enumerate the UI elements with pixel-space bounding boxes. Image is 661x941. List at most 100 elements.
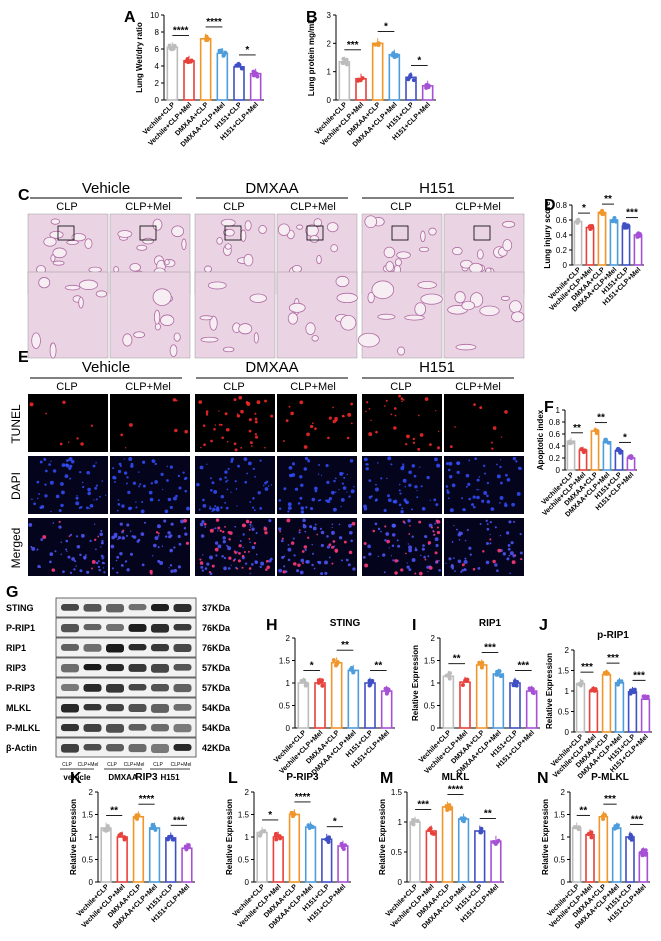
data-point — [239, 66, 244, 71]
y-tick-label: 1.5 — [238, 811, 250, 820]
histology-sub-h151-clpmel: CLP+Mel — [455, 201, 501, 213]
data-point — [629, 837, 634, 842]
wb-blot-row — [55, 737, 197, 758]
bar — [627, 691, 638, 733]
data-point — [172, 43, 177, 48]
histology-sub-dmxaa-clp: CLP — [223, 201, 244, 213]
wb-protein-label: β-Actin — [6, 743, 37, 753]
y-axis-label: Lung Wet/dry ratio — [135, 22, 144, 93]
data-point — [411, 822, 416, 827]
y-tick-label: 0.8 — [556, 201, 568, 210]
tunel-image — [110, 394, 190, 452]
y-tick-label: 1 — [286, 679, 291, 688]
panel-letter: B — [306, 9, 318, 26]
y-tick-label: 2 — [155, 79, 160, 88]
bar — [597, 211, 607, 266]
significance-label: * — [268, 810, 272, 821]
significance-label: ** — [573, 423, 581, 434]
y-tick-label: 0 — [327, 96, 332, 105]
y-axis-label: Relative Expression — [411, 645, 420, 721]
y-tick-label: 6 — [155, 45, 160, 54]
wb-blot-row — [55, 697, 197, 718]
wb-protein-label: P-MLKL — [6, 723, 40, 733]
histology-group-h151: H151 — [419, 180, 455, 197]
data-point — [589, 835, 594, 840]
y-tick-label: 0.5 — [424, 702, 436, 711]
y-tick-label: 0 — [556, 466, 561, 475]
merged-image — [195, 518, 275, 576]
wb-size-label: 76KDa — [202, 623, 231, 633]
chart-title: RIP1 — [479, 618, 502, 629]
panel-letter-e: E — [18, 349, 29, 366]
dapi-image — [444, 456, 524, 514]
data-point — [515, 680, 520, 685]
y-tick-label: 0.5 — [558, 708, 570, 717]
y-tick-label: 1 — [556, 406, 561, 415]
y-tick-label: 1 — [561, 833, 566, 842]
wb-blot-row — [55, 637, 197, 658]
data-point — [356, 78, 361, 83]
y-tick-label: 0.4 — [549, 442, 561, 451]
data-point — [306, 823, 311, 828]
wb-protein-label: P-RIP1 — [6, 623, 35, 633]
y-tick-label: 0 — [431, 724, 436, 733]
tunel-sub-h151-clp: CLP — [390, 381, 411, 393]
chart-title: p-RIP1 — [597, 630, 629, 641]
bar — [575, 682, 586, 733]
histology-panel: C Vehicle DMXAA H151 CLP CLP+Mel CLP CLP… — [18, 180, 525, 359]
significance-label: *** — [417, 799, 429, 810]
wb-lane-label: CLP+Mel — [124, 762, 145, 768]
data-point — [572, 825, 577, 830]
significance-label: ** — [341, 640, 349, 651]
bar — [288, 813, 301, 883]
dapi-image — [362, 456, 442, 514]
data-point — [299, 679, 304, 684]
y-tick-label: 0.5 — [279, 702, 291, 711]
merged-image — [362, 518, 442, 576]
bar — [598, 815, 609, 883]
data-point — [150, 822, 155, 827]
y-axis-label: Lung protein mg/mL — [307, 19, 316, 96]
data-point — [135, 816, 140, 821]
y-tick-label: 0 — [561, 878, 566, 887]
bar — [585, 833, 595, 883]
data-point — [589, 688, 594, 693]
bar — [116, 836, 128, 883]
y-axis-label: Lung injury score — [543, 201, 552, 269]
data-point — [615, 682, 620, 687]
bar — [573, 220, 583, 266]
significance-label: **** — [206, 17, 222, 28]
dapi-image — [195, 456, 275, 514]
panel-letter: H — [266, 617, 278, 634]
data-point — [575, 219, 580, 224]
bar — [380, 690, 393, 729]
western-blot: STING 37KDa P-RIP1 76KDa RIP1 76KDa RIP3 57KDa P… — [6, 597, 231, 782]
merged-image — [277, 518, 357, 576]
y-tick-label: 0 — [245, 878, 250, 887]
data-point — [384, 691, 389, 696]
data-point — [411, 78, 416, 83]
bar — [585, 226, 595, 266]
histology-sub-h151-clp: CLP — [390, 201, 411, 213]
dapi-image — [277, 456, 357, 514]
data-point — [102, 827, 107, 832]
wb-group-label: DMXAA — [108, 773, 138, 782]
tunel-sub-dmxaa-clp: CLP — [223, 381, 244, 393]
bar — [364, 682, 376, 729]
data-point — [632, 690, 637, 695]
data-point — [582, 448, 587, 453]
data-point — [568, 440, 573, 445]
y-tick-label: 1.5 — [558, 667, 570, 676]
wb-group-label: H151 — [160, 773, 180, 782]
significance-label: *** — [484, 642, 496, 653]
bar — [566, 440, 576, 471]
bar — [304, 826, 317, 883]
y-tick-label: 1 — [89, 833, 94, 842]
y-tick-label: 2 — [431, 634, 436, 643]
wb-blot-row — [55, 717, 197, 738]
bar — [409, 821, 421, 883]
bar — [371, 42, 384, 101]
tunel-sub-dmxaa-clpmel: CLP+Mel — [290, 381, 336, 393]
significance-label: *** — [517, 660, 529, 671]
y-tick-label: 2 — [89, 788, 94, 797]
